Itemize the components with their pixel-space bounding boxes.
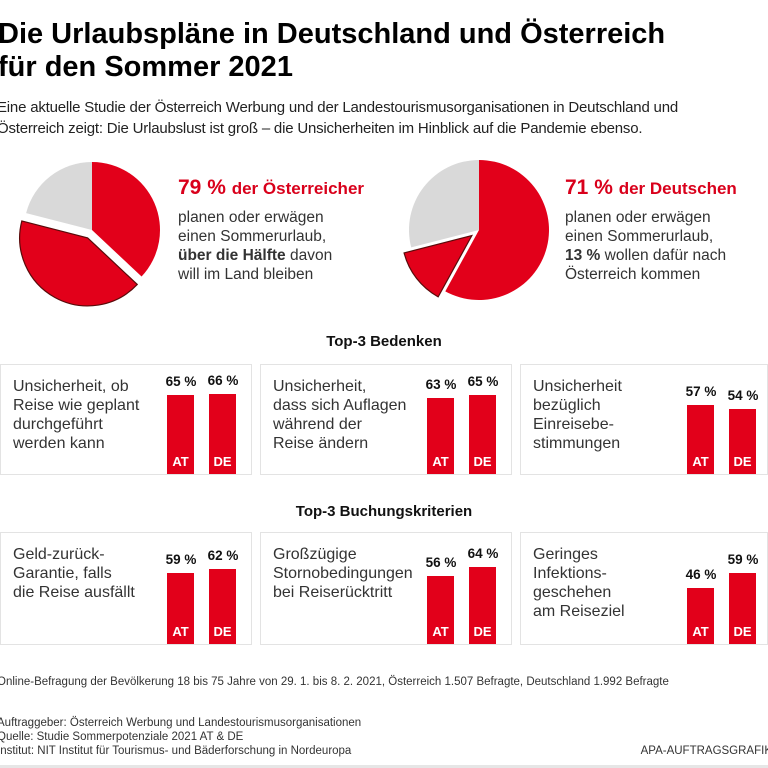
pie-slice xyxy=(445,160,549,300)
box-label: Unsicherheit bezüglich Einreisebe- stimm… xyxy=(533,378,622,452)
chart-box: Unsicherheit, dass sich Auflagen während… xyxy=(260,364,512,475)
bar-at: AT xyxy=(687,405,714,474)
title-line-2: für den Sommer 2021 xyxy=(0,51,293,83)
bar-category-label: DE xyxy=(213,454,232,469)
bar-at: AT xyxy=(167,395,194,474)
pie-slice xyxy=(26,162,92,230)
bar-de: DE xyxy=(209,394,236,474)
box-label: Unsicherheit, ob Reise wie geplant durch… xyxy=(13,378,140,452)
bar-value-label: 63 % xyxy=(425,376,457,392)
section-title-criteria: Top-3 Buchungskriterien xyxy=(295,503,473,520)
box-label: Geld-zurück- Garantie, falls die Reise a… xyxy=(13,546,135,601)
bar-de: DE xyxy=(729,408,756,474)
bottom-divider xyxy=(0,765,768,768)
pie-text-bold: über die Hälfte xyxy=(178,247,286,264)
bar-at: AT xyxy=(427,576,454,644)
pie-pct: 79 % xyxy=(178,176,226,199)
bar-value-label: 66 % xyxy=(207,373,239,389)
footer-institute: Institut: NIT Institut für Tourismus- un… xyxy=(0,745,352,757)
pie-legend-austria: 79 % der Österreicher planen oder erwäge… xyxy=(178,176,364,284)
bar-value-label: 65 % xyxy=(165,374,197,390)
chart-box: Unsicherheit, ob Reise wie geplant durch… xyxy=(0,364,252,475)
bar-value-label: 57 % xyxy=(685,384,717,400)
bar-de: DE xyxy=(469,395,496,474)
bar-category-label: AT xyxy=(432,454,449,469)
bar-value-label: 65 % xyxy=(467,374,499,390)
pie-text-line: will im Land bleiben xyxy=(178,266,314,283)
pie-text-line: einen Sommerurlaub, xyxy=(178,228,327,245)
pie-text-bold: 13 % xyxy=(565,247,601,264)
bar-value-label: 46 % xyxy=(685,567,717,583)
title-line-1: Die Urlaubspläne in Deutschland und Öste… xyxy=(0,18,666,50)
bar-at: AT xyxy=(427,397,454,474)
footer-survey: Online-Befragung der Bevölkerung 18 bis … xyxy=(0,676,669,688)
bar-de: DE xyxy=(209,568,236,644)
bar-category-label: AT xyxy=(432,624,449,639)
bar-at: AT xyxy=(687,588,714,644)
bar-de: DE xyxy=(469,566,496,644)
bar-at: AT xyxy=(167,572,194,644)
bar-value-label: 59 % xyxy=(727,551,759,567)
chart-box: Großzügige Stornobedingungen bei Reiserü… xyxy=(260,532,512,645)
bar-de: DE xyxy=(729,572,756,644)
pie-text-line: wollen dafür nach xyxy=(600,247,727,264)
bar-category-label: DE xyxy=(473,454,492,469)
bar-value-label: 56 % xyxy=(425,555,457,571)
section-title-concerns: Top-3 Bedenken xyxy=(326,333,442,350)
pie-text-line: davon xyxy=(285,247,333,264)
intro-line-1: Eine aktuelle Studie der Österreich Werb… xyxy=(0,99,678,116)
bar-value-label: 64 % xyxy=(467,545,499,561)
intro-line-2: Österreich zeigt: Die Urlaubslust ist gr… xyxy=(0,120,643,137)
bar-category-label: DE xyxy=(473,624,492,639)
pie-text-line: planen oder erwägen xyxy=(178,209,324,226)
pie-legend-germany: 71 % der Deutschen planen oder erwägen e… xyxy=(565,176,737,284)
bar-category-label: AT xyxy=(692,454,709,469)
bar-category-label: AT xyxy=(172,624,189,639)
bar-category-label: DE xyxy=(733,624,752,639)
box-label: Geringes Infektions- geschehen am Reisez… xyxy=(533,546,625,620)
box-label: Großzügige Stornobedingungen bei Reiserü… xyxy=(273,546,413,601)
pie-slice xyxy=(92,162,160,277)
chart-box: Unsicherheit bezüglich Einreisebe- stimm… xyxy=(520,364,768,475)
pie-slice xyxy=(19,220,139,307)
bar-value-label: 54 % xyxy=(727,387,759,403)
pie-who: der Deutschen xyxy=(618,179,737,198)
box-label: Unsicherheit, dass sich Auflagen während… xyxy=(273,378,407,452)
bar-category-label: AT xyxy=(172,454,189,469)
pie-chart-austria xyxy=(19,162,160,307)
chart-box: Geringes Infektions- geschehen am Reisez… xyxy=(520,532,768,645)
page-title: Die Urlaubspläne in Deutschland und Öste… xyxy=(0,18,665,84)
pie-text-line: planen oder erwägen xyxy=(565,209,711,226)
intro-text: Eine aktuelle Studie der Österreich Werb… xyxy=(0,97,678,139)
footer-client: Auftraggeber: Österreich Werbung und Lan… xyxy=(0,717,362,729)
bar-category-label: DE xyxy=(213,624,232,639)
bar-category-label: AT xyxy=(692,624,709,639)
pie-slice xyxy=(403,234,474,298)
pie-chart-germany xyxy=(403,160,549,300)
bar-value-label: 62 % xyxy=(207,547,239,563)
footer-credit: APA-AUFTRAGSGRAFIK xyxy=(640,745,768,757)
pie-who: der Österreicher xyxy=(231,179,365,198)
bar-category-label: DE xyxy=(733,454,752,469)
bar-value-label: 59 % xyxy=(165,551,197,567)
chart-box: Geld-zurück- Garantie, falls die Reise a… xyxy=(0,532,252,645)
pie-pct: 71 % xyxy=(565,176,613,199)
pie-text-line: einen Sommerurlaub, xyxy=(565,228,714,245)
pie-slice xyxy=(409,160,479,248)
footer-source: Quelle: Studie Sommerpotenziale 2021 AT … xyxy=(0,731,244,743)
pie-text-line: Österreich kommen xyxy=(565,266,701,283)
